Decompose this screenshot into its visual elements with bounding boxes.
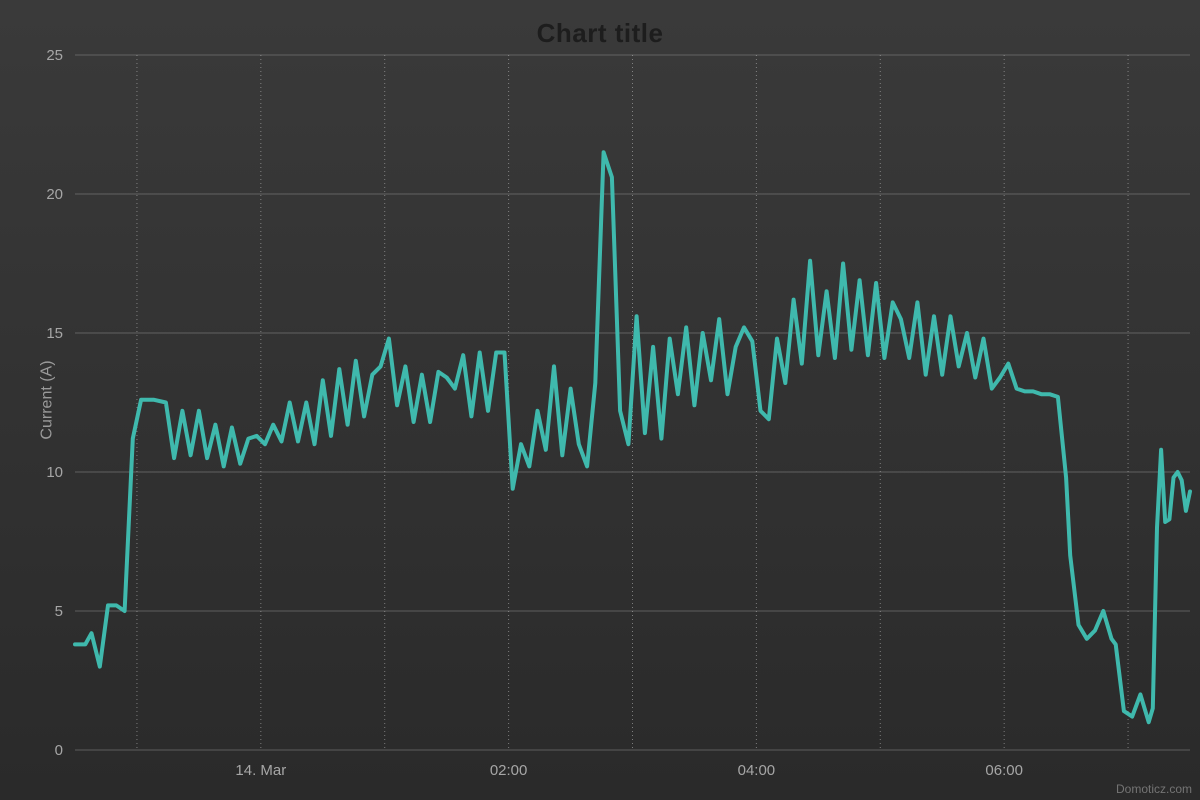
chart-container: Chart title Current (A) 0 5 10 15 20 25 14. M… <box>0 0 1200 800</box>
svg-text:5: 5 <box>55 603 63 620</box>
x-tick-labels: 14. Mar 02:00 04:00 06:00 <box>235 762 1023 779</box>
chart-title: Chart title <box>0 18 1200 49</box>
svg-text:02:00: 02:00 <box>490 762 528 779</box>
svg-text:14. Mar: 14. Mar <box>235 762 286 779</box>
svg-text:0: 0 <box>55 742 63 759</box>
svg-text:20: 20 <box>46 186 63 203</box>
svg-text:06:00: 06:00 <box>985 762 1023 779</box>
svg-text:10: 10 <box>46 464 63 481</box>
credit-link[interactable]: Domoticz.com <box>1116 782 1192 796</box>
svg-text:15: 15 <box>46 325 63 342</box>
svg-text:04:00: 04:00 <box>738 762 776 779</box>
svg-text:25: 25 <box>46 47 63 64</box>
plot-area[interactable]: 0510152025 14. Mar02:0004:0006:00 <box>75 55 1190 800</box>
y-axis-label: Current (A) <box>39 360 57 439</box>
data-series-line <box>75 152 1190 722</box>
